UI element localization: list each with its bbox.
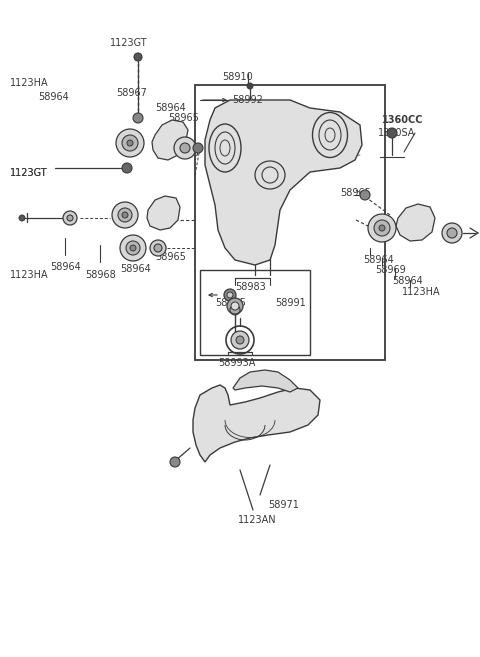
Polygon shape bbox=[147, 196, 180, 230]
Circle shape bbox=[180, 143, 190, 153]
Circle shape bbox=[360, 190, 370, 200]
Circle shape bbox=[133, 113, 143, 123]
Circle shape bbox=[126, 241, 140, 255]
Circle shape bbox=[67, 215, 73, 221]
Circle shape bbox=[122, 212, 128, 218]
Circle shape bbox=[227, 298, 243, 314]
Polygon shape bbox=[233, 370, 298, 392]
Text: 1123GT: 1123GT bbox=[10, 168, 48, 178]
Text: 1123GT: 1123GT bbox=[110, 38, 148, 48]
Circle shape bbox=[231, 331, 249, 349]
Circle shape bbox=[231, 302, 239, 310]
Text: 58964: 58964 bbox=[50, 262, 81, 272]
Text: 58991: 58991 bbox=[275, 298, 306, 308]
Circle shape bbox=[127, 140, 133, 146]
Polygon shape bbox=[193, 385, 320, 462]
Circle shape bbox=[227, 292, 233, 298]
Text: 58964: 58964 bbox=[363, 255, 394, 265]
Circle shape bbox=[63, 211, 77, 225]
Text: 1123AN: 1123AN bbox=[238, 515, 276, 525]
Circle shape bbox=[379, 225, 385, 231]
Circle shape bbox=[442, 223, 462, 243]
Circle shape bbox=[193, 143, 203, 153]
Text: 1123GT: 1123GT bbox=[10, 168, 48, 178]
Text: 58969: 58969 bbox=[375, 265, 406, 275]
Polygon shape bbox=[205, 100, 362, 265]
Text: 1310SA: 1310SA bbox=[378, 128, 415, 138]
Circle shape bbox=[387, 128, 397, 138]
Polygon shape bbox=[396, 204, 435, 241]
Text: 58992: 58992 bbox=[232, 95, 263, 105]
Circle shape bbox=[150, 240, 166, 256]
Text: 58910: 58910 bbox=[222, 72, 253, 82]
Text: 58983: 58983 bbox=[235, 282, 266, 292]
Text: 58995: 58995 bbox=[215, 298, 246, 308]
Circle shape bbox=[116, 129, 144, 157]
Text: 58965: 58965 bbox=[155, 252, 186, 262]
Bar bbox=[200, 270, 310, 355]
Text: 58964: 58964 bbox=[120, 264, 151, 274]
Circle shape bbox=[174, 137, 196, 159]
Circle shape bbox=[134, 53, 142, 61]
Text: 58965: 58965 bbox=[340, 188, 371, 198]
Circle shape bbox=[120, 235, 146, 261]
Circle shape bbox=[122, 135, 138, 151]
Circle shape bbox=[130, 245, 136, 251]
Circle shape bbox=[154, 244, 162, 252]
Circle shape bbox=[19, 215, 25, 221]
Bar bbox=[195, 85, 385, 360]
Text: 58964: 58964 bbox=[392, 276, 423, 286]
Circle shape bbox=[236, 336, 244, 344]
Text: 1123HA: 1123HA bbox=[10, 270, 48, 280]
Circle shape bbox=[122, 163, 132, 173]
Text: 58964: 58964 bbox=[155, 103, 186, 113]
Circle shape bbox=[374, 220, 390, 236]
Text: 1123HA: 1123HA bbox=[402, 287, 441, 297]
Circle shape bbox=[112, 202, 138, 228]
Text: 58971: 58971 bbox=[268, 500, 299, 510]
Circle shape bbox=[118, 208, 132, 222]
Circle shape bbox=[447, 228, 457, 238]
Text: 58993A: 58993A bbox=[218, 358, 255, 368]
Text: 58965: 58965 bbox=[168, 113, 199, 123]
Circle shape bbox=[170, 457, 180, 467]
Circle shape bbox=[368, 214, 396, 242]
Circle shape bbox=[247, 83, 253, 89]
Polygon shape bbox=[152, 120, 188, 160]
Text: 58967: 58967 bbox=[116, 88, 147, 98]
Text: 1123HA: 1123HA bbox=[10, 78, 48, 88]
Text: 1360CC: 1360CC bbox=[382, 115, 423, 125]
Text: 58964: 58964 bbox=[38, 92, 69, 102]
Circle shape bbox=[224, 289, 236, 301]
Text: 58968: 58968 bbox=[85, 270, 116, 280]
